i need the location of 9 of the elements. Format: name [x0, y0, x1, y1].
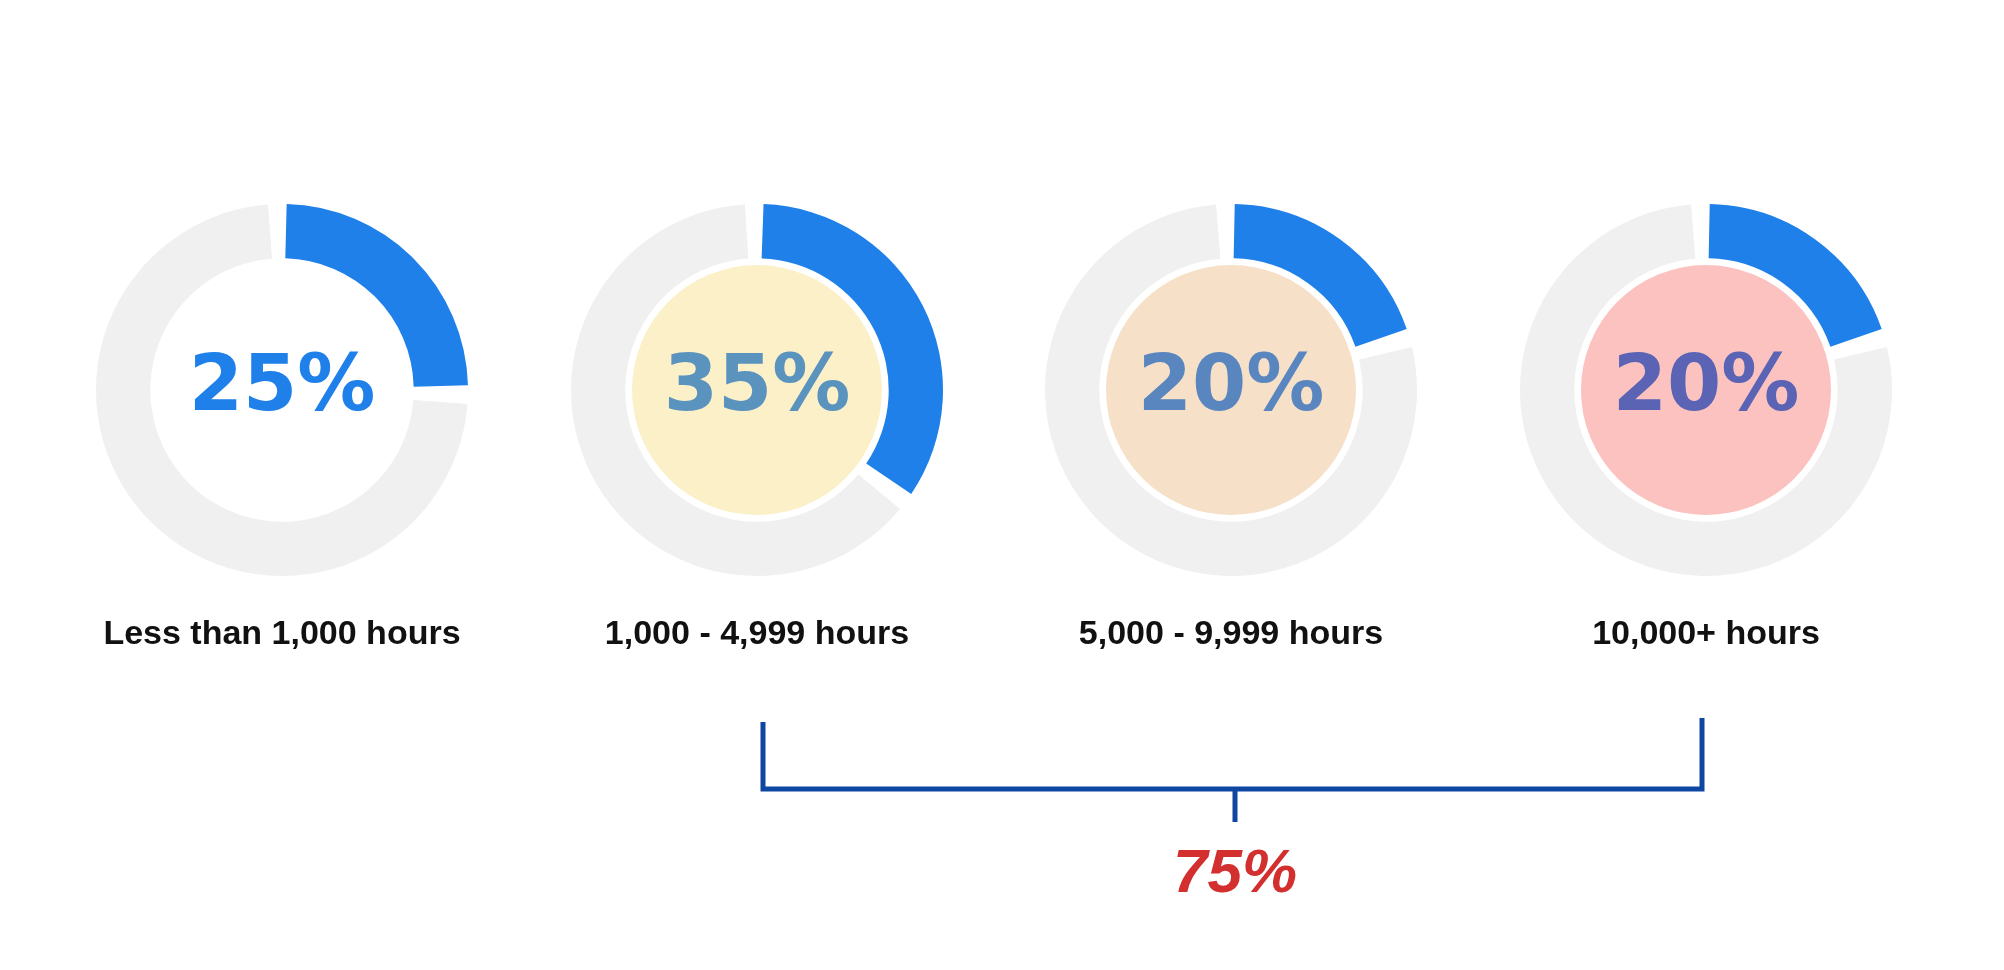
data-label: 35%	[663, 338, 851, 429]
data-label: 20%	[1137, 338, 1325, 429]
text: Less than 1,000 hours	[102, 612, 462, 653]
text: 5,000 - 9,999 hours	[1077, 612, 1385, 653]
text: 75%	[1171, 835, 1299, 906]
text: 10,000+ hours	[1591, 612, 1821, 653]
text: 1,000 - 4,999 hours	[603, 612, 911, 653]
data-label: 25%	[188, 338, 376, 429]
data-label: 20%	[1612, 338, 1800, 429]
